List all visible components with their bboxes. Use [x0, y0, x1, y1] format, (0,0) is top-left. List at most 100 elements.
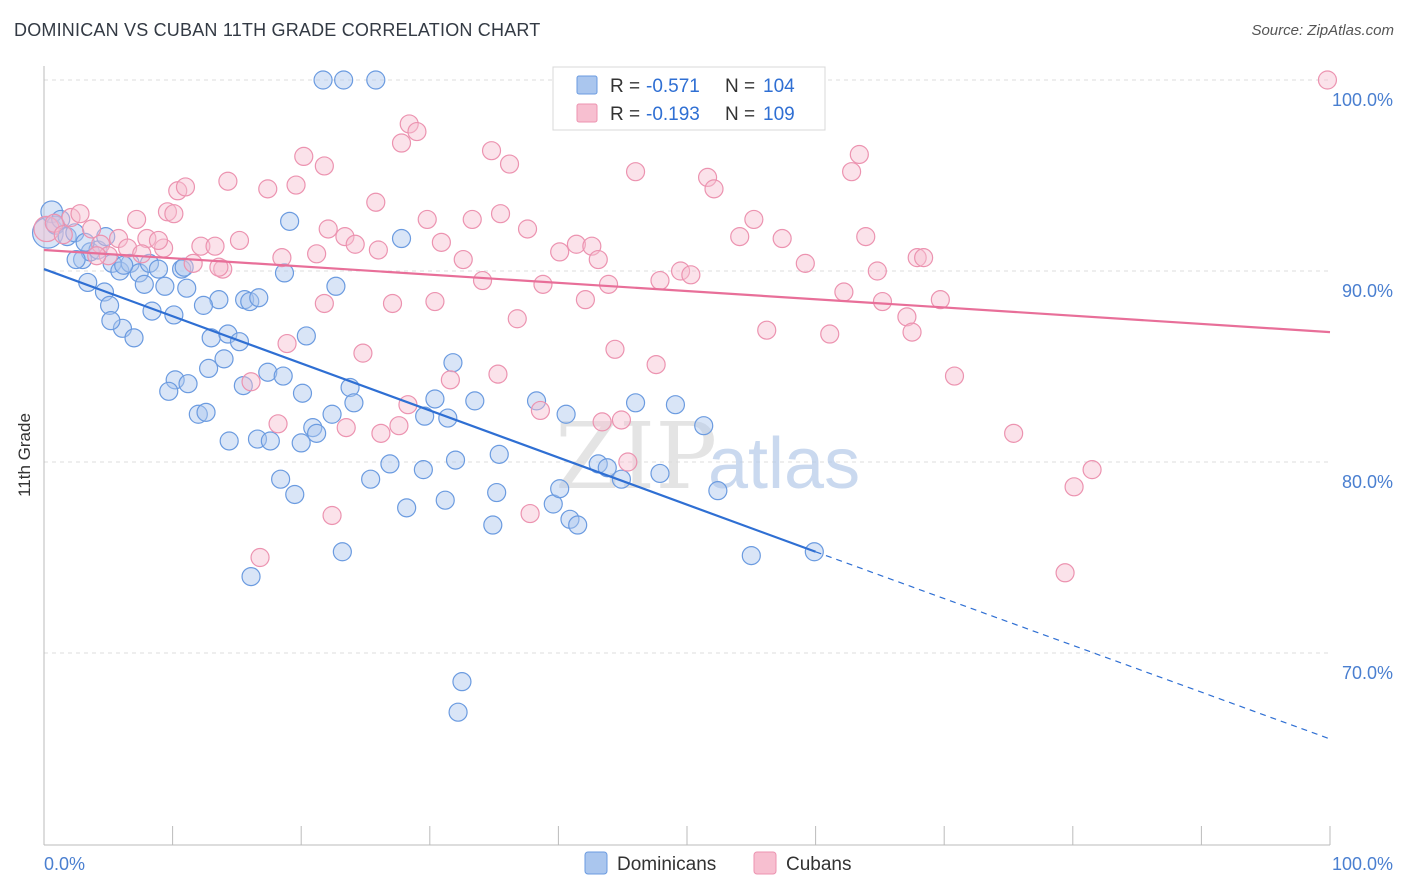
- dominican-point: [148, 259, 169, 279]
- legend-swatch-cubans: [576, 103, 598, 123]
- dominican-point: [556, 404, 576, 424]
- cuban-point: [914, 248, 934, 268]
- dominican-point: [465, 391, 485, 411]
- dominican-point: [124, 328, 144, 348]
- cuban-points: [33, 70, 1338, 583]
- dominican-point: [332, 542, 352, 562]
- cuban-point: [132, 244, 152, 264]
- legend-r-value-2: -0.193: [646, 104, 700, 125]
- cuban-point: [399, 114, 419, 134]
- cuban-point: [250, 547, 270, 568]
- cuban-point: [81, 219, 102, 239]
- cuban-point: [550, 242, 570, 262]
- cuban-point: [336, 418, 356, 438]
- cuban-point: [681, 265, 701, 285]
- cuban-point: [205, 236, 225, 256]
- dominican-point: [134, 274, 154, 294]
- cuban-point: [1004, 423, 1024, 443]
- watermark: ZIP atlas: [555, 403, 860, 510]
- bottom-legend-swatch-dominicans: [584, 851, 608, 875]
- dominican-point: [188, 404, 208, 424]
- cuban-point: [490, 204, 511, 224]
- bottom-legend-label-dominicans: Dominicans: [617, 854, 716, 875]
- cuban-point: [335, 227, 355, 247]
- cuban-point: [1317, 70, 1338, 90]
- y-tick-label: 70.0%: [1342, 663, 1393, 683]
- dominican-point: [258, 362, 278, 382]
- y-tick-label: 80.0%: [1342, 472, 1393, 492]
- dominican-point: [391, 228, 412, 249]
- cuban-point: [944, 366, 965, 386]
- dominican-point: [650, 463, 670, 484]
- dominican-point: [280, 211, 300, 231]
- cuban-point: [294, 146, 314, 166]
- dominican-point: [296, 326, 316, 346]
- dominican-point: [443, 353, 463, 373]
- cuban-point: [164, 204, 184, 224]
- cuban-point: [218, 171, 238, 191]
- dominican-point: [313, 70, 333, 90]
- cuban-point: [417, 209, 437, 230]
- dominican-point: [597, 458, 617, 478]
- dominican-point: [285, 484, 305, 505]
- dominican-point: [326, 276, 346, 296]
- bottom-legend-swatch-cubans: [753, 851, 777, 875]
- cuban-point: [730, 227, 750, 247]
- trend-lines: [43, 248, 1331, 740]
- dominican-trend-extension: [815, 551, 1331, 740]
- cuban-point: [588, 249, 608, 270]
- dominican-point: [741, 545, 761, 566]
- dominican-point: [665, 395, 686, 415]
- cuban-point: [371, 423, 391, 443]
- cuban-point: [605, 339, 625, 359]
- dominican-point: [114, 255, 134, 275]
- cuban-point: [611, 410, 632, 430]
- cuban-point: [849, 144, 869, 165]
- dominican-trend-line: [43, 268, 816, 553]
- legend-r-label-1: R =: [610, 76, 640, 97]
- cuban-point: [872, 291, 893, 312]
- cuban-point: [575, 290, 596, 310]
- dominican-point: [415, 406, 435, 426]
- dominican-point: [361, 469, 381, 489]
- dominican-point: [452, 672, 472, 692]
- cuban-point: [307, 244, 327, 264]
- cuban-point: [272, 248, 292, 268]
- dominican-point: [273, 366, 293, 386]
- dominican-point: [66, 249, 86, 270]
- cuban-point: [322, 505, 342, 526]
- cuban-point: [704, 179, 724, 199]
- cuban-point: [530, 400, 550, 421]
- cuban-point: [499, 154, 520, 174]
- legend-swatch-dominicans: [576, 75, 598, 95]
- cuban-point: [126, 209, 147, 230]
- dominican-point: [483, 515, 503, 535]
- dominican-point: [199, 358, 219, 379]
- dominican-point: [178, 374, 198, 394]
- cuban-point: [930, 290, 950, 310]
- dominican-point: [260, 431, 280, 451]
- cuban-point: [488, 364, 508, 384]
- dominican-point: [526, 391, 547, 411]
- cuban-point: [462, 209, 482, 230]
- cuban-point: [382, 293, 403, 314]
- dominican-point: [155, 276, 175, 296]
- x-tick-label-min: 0.0%: [44, 854, 85, 874]
- dominican-point: [193, 295, 214, 315]
- cuban-point: [314, 293, 334, 314]
- legend-n-value-1: 104: [763, 76, 795, 97]
- dominican-point: [292, 383, 313, 403]
- cuban-point: [533, 274, 553, 294]
- y-tick-label: 100.0%: [1332, 90, 1393, 110]
- watermark-atlas: atlas: [708, 424, 860, 504]
- bottom-legend-label-cubans: Cubans: [786, 854, 852, 875]
- cuban-point: [286, 175, 306, 195]
- dominican-point: [448, 702, 468, 722]
- cuban-point: [598, 274, 619, 294]
- dominican-point: [291, 433, 311, 453]
- cuban-point: [389, 416, 409, 436]
- cuban-point: [856, 227, 876, 247]
- cuban-point: [1055, 563, 1075, 583]
- dominican-point: [129, 263, 149, 283]
- cuban-point: [431, 232, 451, 252]
